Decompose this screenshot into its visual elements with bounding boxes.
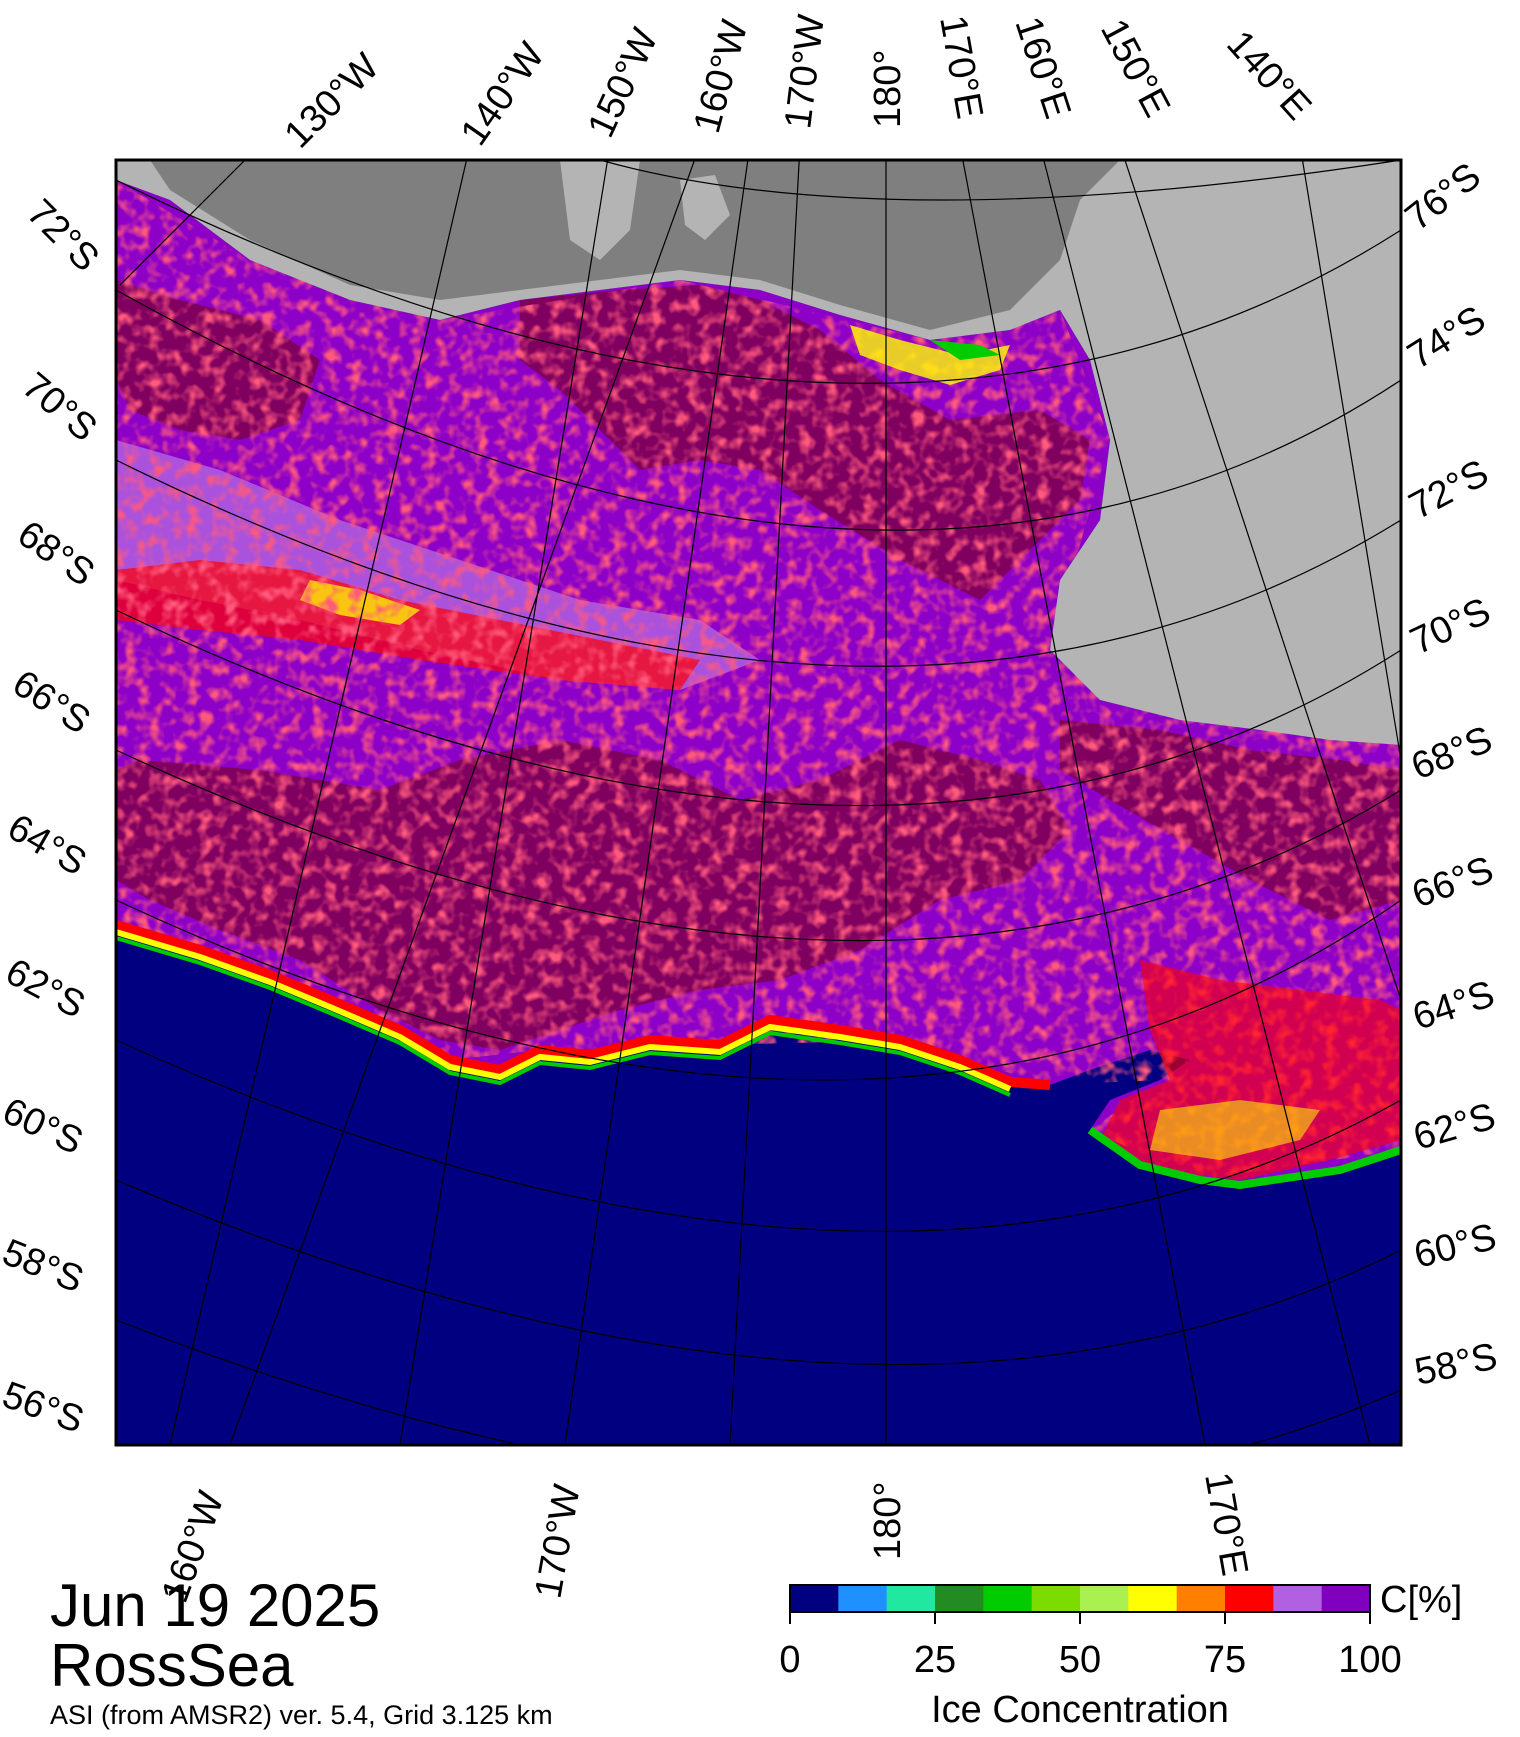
parallel-62s [116,1039,1401,1232]
lat-label-left-7: 58°S [0,1231,89,1301]
lat-label-left-6: 60°S [0,1090,89,1163]
lat-label-left-5: 62°S [0,951,92,1027]
colorbar-swatch-11 [1321,1585,1371,1612]
lat-label-right-6: 64°S [1408,973,1500,1039]
lat-label-right-2: 72°S [1403,452,1496,528]
lat-label-left-4: 64°S [1,806,94,884]
lon-label-top-5: 180° [867,49,909,128]
colorbar-tick-label-0: 0 [779,1639,800,1681]
lat-label-right-5: 66°S [1407,849,1499,917]
lon-label-top-7: 160°E [1006,12,1078,124]
colorbar-swatch-8 [1176,1585,1226,1612]
meridian-170w [729,160,800,1445]
colorbar-swatch-7 [1128,1585,1178,1612]
lat-labels-right: 76°S 74°S 72°S 70°S 68°S 66°S 64°S 62°S … [1398,155,1501,1394]
region-title: RossSea [50,1632,294,1699]
meridian-160w [229,160,696,1445]
meridian-160e [1043,160,1371,1445]
lat-label-right-3: 70°S [1404,590,1497,663]
parallel-76s [599,160,1401,201]
map-area [116,160,1401,1445]
colorbar-swatch-2 [886,1585,936,1612]
lat-label-right-7: 62°S [1409,1095,1500,1158]
ice-east-tongue-yellow [1150,1100,1320,1160]
lat-label-right-8: 60°S [1410,1216,1501,1277]
lon-label-top-4: 170°W [777,12,833,131]
roosevelt-island [680,175,730,240]
date-title: Jun 19 2025 [50,1572,381,1639]
colorbar-tick-label-4: 100 [1338,1639,1401,1681]
coastal-polynya [850,325,1010,385]
lat-label-left-3: 66°S [5,662,97,742]
ice-edge-green [116,936,1011,1097]
ice-edge-yellow [116,929,1012,1092]
colorbar-tick-label-1: 25 [914,1639,956,1681]
meridian-140e [1301,160,1401,761]
lat-label-left-0: 72°S [19,192,107,280]
parallel-68s [116,609,1401,807]
parallel-58s [116,1319,1401,1445]
ice-east-tongue-green [1087,1126,1401,1190]
lat-label-right-4: 68°S [1406,718,1499,788]
colorbar-swatch-6 [1080,1585,1129,1612]
parallel-66s [116,749,1401,942]
meridian-150w [399,160,609,1445]
lat-label-left-2: 68°S [10,513,102,595]
colorbar-swatch-1 [838,1585,888,1612]
lat-label-right-9: 58°S [1411,1336,1501,1394]
colorbar-swatch-0 [790,1585,839,1612]
ice-speckle [116,180,1401,1180]
lat-label-left-1: 70°S [14,365,104,450]
parallel-60s [116,1179,1401,1366]
colorbar-swatch-3 [935,1585,984,1612]
colorbar-tick-label-2: 50 [1059,1639,1101,1681]
lon-label-top-2: 150°W [580,22,666,144]
colorbar-swatch-10 [1273,1585,1323,1612]
lon-labels-top: 130°W 140°W 150°W 160°W 170°W 180° 170°E… [277,12,1319,157]
product-note: ASI (from AMSR2) ver. 5.4, Grid 3.125 km [50,1700,553,1730]
lon-label-bottom-1: 170°W [528,1481,589,1601]
lon-label-top-6: 170°E [931,12,990,122]
colorbar-swatch-9 [1225,1585,1274,1612]
meridian-140w [169,160,468,1445]
lat-label-left-8: 56°S [0,1374,89,1442]
colorbar-title: Ice Concentration [931,1689,1229,1731]
lat-labels-left: 72°S 70°S 68°S 66°S 64°S 62°S 60°S 58°S … [0,192,107,1442]
colorbar-swatch-4 [983,1585,1033,1612]
map-frame [114,158,1403,1447]
lon-label-top-1: 140°W [453,35,553,153]
meridian-170e [962,160,1206,1445]
lon-label-top-9: 140°E [1218,23,1319,128]
colorbar: 0 25 50 75 100 C[%] Ice Concentration [779,1579,1462,1731]
graticule [116,160,1401,1445]
parallel-72s [116,289,1401,531]
lat-label-right-0: 76°S [1398,155,1489,239]
colorbar-swatches [790,1585,1371,1612]
ice-edge-red [116,920,1051,1090]
colorbar-unit: C[%] [1380,1579,1462,1621]
colorbar-swatch-5 [1031,1585,1081,1612]
lon-label-top-0: 130°W [277,46,388,157]
coastal-polynya-green [930,340,1000,360]
lon-label-bottom-2: 180° [867,1481,909,1560]
antarctic-land [116,160,1401,745]
parallel-64s [116,899,1401,1081]
lon-label-top-8: 150°E [1092,13,1178,125]
meridian-150e [1124,160,1401,1001]
lat-label-right-1: 74°S [1401,298,1493,378]
parallel-70s [116,459,1401,667]
lon-label-bottom-3: 170°E [1196,1469,1255,1579]
colorbar-tick-label-3: 75 [1204,1639,1246,1681]
meridian-165w [564,160,749,1445]
lon-label-top-3: 160°W [686,16,756,138]
parallel-74s [116,179,1401,384]
ross-ice-shelf [150,160,1120,330]
